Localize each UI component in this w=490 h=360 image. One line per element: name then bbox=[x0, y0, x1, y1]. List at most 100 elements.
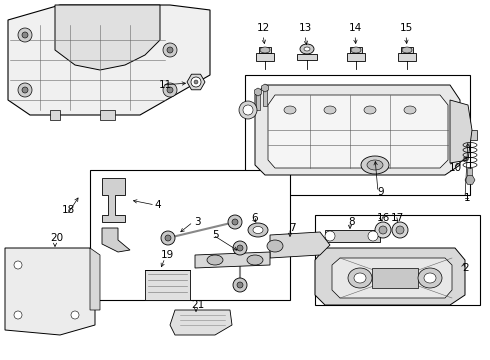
Ellipse shape bbox=[424, 273, 436, 283]
Polygon shape bbox=[195, 252, 270, 268]
Ellipse shape bbox=[402, 47, 412, 53]
Polygon shape bbox=[50, 110, 60, 120]
Polygon shape bbox=[90, 248, 100, 310]
Bar bbox=[315, 215, 480, 305]
Ellipse shape bbox=[167, 47, 173, 53]
Text: 17: 17 bbox=[391, 213, 404, 223]
Ellipse shape bbox=[237, 282, 243, 288]
Text: 13: 13 bbox=[298, 23, 312, 33]
Ellipse shape bbox=[325, 231, 335, 241]
Ellipse shape bbox=[368, 231, 378, 241]
Ellipse shape bbox=[348, 268, 372, 288]
Text: 2: 2 bbox=[463, 263, 469, 273]
Ellipse shape bbox=[253, 226, 263, 234]
Polygon shape bbox=[268, 95, 448, 168]
Ellipse shape bbox=[284, 106, 296, 114]
Text: 19: 19 bbox=[160, 250, 173, 260]
Ellipse shape bbox=[404, 106, 416, 114]
Bar bbox=[259, 47, 271, 53]
Polygon shape bbox=[315, 248, 465, 305]
Text: 1: 1 bbox=[464, 193, 470, 203]
Bar bbox=[145, 270, 190, 300]
Ellipse shape bbox=[233, 241, 247, 255]
Ellipse shape bbox=[260, 47, 270, 53]
Text: 6: 6 bbox=[252, 213, 258, 223]
Text: 16: 16 bbox=[376, 213, 390, 223]
Ellipse shape bbox=[364, 106, 376, 114]
Ellipse shape bbox=[248, 223, 268, 237]
Bar bbox=[467, 168, 472, 182]
Bar bbox=[297, 54, 317, 60]
Bar bbox=[401, 47, 413, 53]
Text: 8: 8 bbox=[349, 217, 355, 227]
Text: 11: 11 bbox=[158, 80, 172, 90]
Bar bbox=[325, 230, 380, 242]
Ellipse shape bbox=[163, 43, 177, 57]
Text: 14: 14 bbox=[348, 23, 362, 33]
Text: 18: 18 bbox=[61, 205, 74, 215]
Ellipse shape bbox=[167, 87, 173, 93]
Bar bbox=[347, 53, 365, 61]
Ellipse shape bbox=[165, 235, 171, 241]
Polygon shape bbox=[5, 248, 95, 335]
Polygon shape bbox=[102, 228, 130, 252]
Polygon shape bbox=[8, 5, 210, 115]
Ellipse shape bbox=[233, 278, 247, 292]
Ellipse shape bbox=[418, 268, 442, 288]
Ellipse shape bbox=[18, 83, 32, 97]
Ellipse shape bbox=[375, 222, 391, 238]
Ellipse shape bbox=[237, 245, 243, 251]
Ellipse shape bbox=[267, 240, 283, 252]
Polygon shape bbox=[255, 85, 460, 175]
Bar bbox=[256, 53, 274, 61]
Ellipse shape bbox=[243, 105, 253, 115]
Text: 4: 4 bbox=[155, 200, 161, 210]
Ellipse shape bbox=[361, 156, 389, 174]
Ellipse shape bbox=[351, 47, 361, 53]
Ellipse shape bbox=[367, 160, 383, 170]
Ellipse shape bbox=[232, 219, 238, 225]
Text: 10: 10 bbox=[448, 163, 462, 173]
Text: 20: 20 bbox=[50, 233, 64, 243]
Polygon shape bbox=[332, 258, 452, 298]
Ellipse shape bbox=[161, 231, 175, 245]
Ellipse shape bbox=[191, 77, 201, 87]
Text: 15: 15 bbox=[399, 23, 413, 33]
Ellipse shape bbox=[207, 255, 223, 265]
Bar bbox=[398, 53, 416, 61]
Polygon shape bbox=[100, 110, 115, 120]
Ellipse shape bbox=[247, 255, 263, 265]
Bar bbox=[90, 170, 290, 300]
Text: 7: 7 bbox=[289, 223, 295, 233]
Ellipse shape bbox=[22, 87, 28, 93]
Text: 12: 12 bbox=[256, 23, 270, 33]
Ellipse shape bbox=[14, 311, 22, 319]
Polygon shape bbox=[450, 100, 472, 163]
Ellipse shape bbox=[18, 28, 32, 42]
Bar bbox=[350, 47, 362, 53]
Bar bbox=[463, 130, 477, 140]
Polygon shape bbox=[187, 74, 205, 90]
Ellipse shape bbox=[14, 261, 22, 269]
Polygon shape bbox=[270, 232, 330, 258]
Ellipse shape bbox=[239, 101, 257, 119]
Bar bbox=[256, 92, 260, 110]
Ellipse shape bbox=[304, 47, 310, 51]
Bar bbox=[263, 88, 267, 106]
Ellipse shape bbox=[354, 273, 366, 283]
Ellipse shape bbox=[71, 311, 79, 319]
Ellipse shape bbox=[300, 44, 314, 54]
Bar bbox=[372, 268, 418, 288]
Ellipse shape bbox=[194, 80, 198, 84]
Polygon shape bbox=[55, 5, 160, 70]
Polygon shape bbox=[465, 176, 475, 184]
Ellipse shape bbox=[392, 222, 408, 238]
Text: 9: 9 bbox=[378, 187, 384, 197]
Bar bbox=[245, 75, 470, 195]
Ellipse shape bbox=[324, 106, 336, 114]
Text: 5: 5 bbox=[212, 230, 219, 240]
Polygon shape bbox=[102, 178, 125, 222]
Polygon shape bbox=[170, 310, 232, 335]
Polygon shape bbox=[262, 84, 269, 92]
Ellipse shape bbox=[22, 32, 28, 38]
